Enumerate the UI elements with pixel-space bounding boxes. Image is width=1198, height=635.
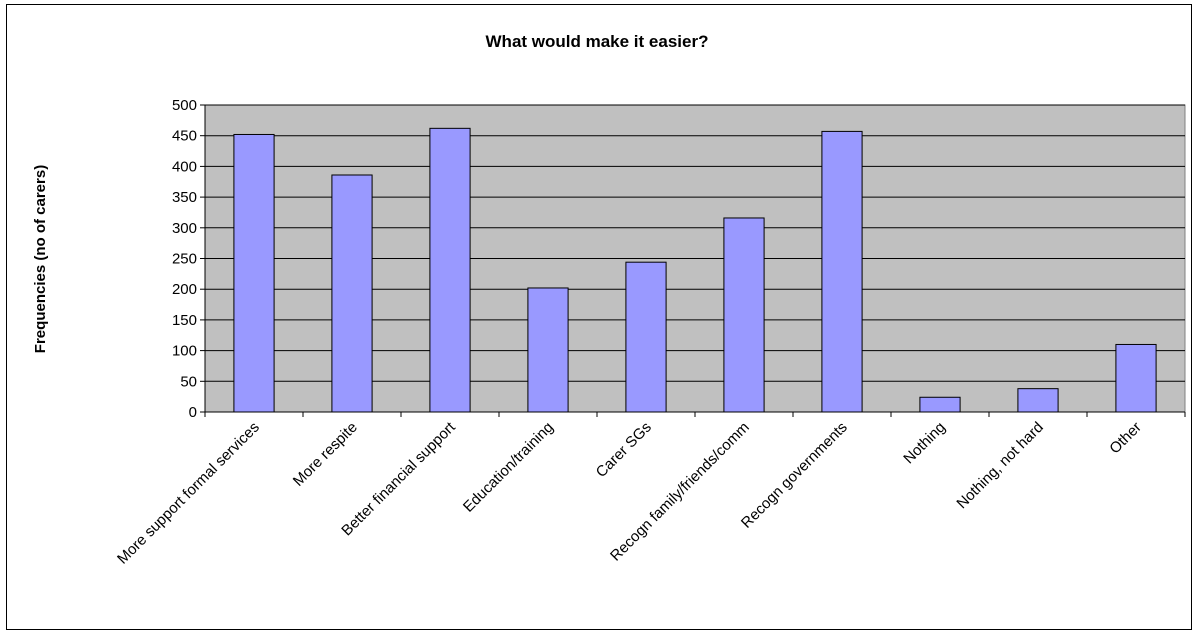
axes	[200, 104, 1186, 417]
y-tick-label: 100	[172, 343, 197, 360]
y-tick-label: 50	[180, 373, 197, 390]
x-tick-label: More support formal services	[114, 419, 263, 568]
bar	[723, 217, 765, 413]
bar	[821, 130, 863, 413]
bar	[919, 396, 961, 413]
bar	[1115, 343, 1157, 413]
bar	[527, 287, 569, 413]
chart-title: What would make it easier?	[486, 32, 709, 51]
x-tick-label: Carer SGs	[593, 419, 655, 481]
y-tick-label: 0	[189, 404, 197, 421]
x-tick-label: More respite	[290, 419, 361, 490]
x-tick-label: Nothing, not hard	[953, 419, 1046, 512]
y-tick-label: 150	[172, 312, 197, 329]
y-tick-label: 250	[172, 251, 197, 268]
x-ticks: More support formal services More respite…	[114, 418, 1145, 567]
x-tick-label: Recogn governments	[738, 419, 851, 532]
bar	[625, 261, 667, 413]
y-tick-label: 400	[172, 158, 197, 175]
bar	[429, 127, 471, 413]
bar	[331, 174, 373, 413]
y-tick-label: 200	[172, 281, 197, 298]
y-tick-label: 450	[172, 128, 197, 145]
x-tick-label: Better financial support	[338, 418, 459, 539]
bar	[233, 133, 275, 413]
bar	[1017, 388, 1059, 413]
y-axis-label: Frequencies (no of carers)	[32, 165, 49, 353]
x-tick-label: Education/training	[460, 419, 557, 516]
y-tick-label: 500	[172, 97, 197, 114]
x-tick-label: Nothing	[900, 419, 949, 468]
y-tick-label: 350	[172, 189, 197, 206]
x-tick-label: Other	[1106, 419, 1145, 458]
y-tick-label: 300	[172, 220, 197, 237]
y-ticks: 0 50 100 150 200 250 300 350 400 450 500	[172, 97, 197, 421]
